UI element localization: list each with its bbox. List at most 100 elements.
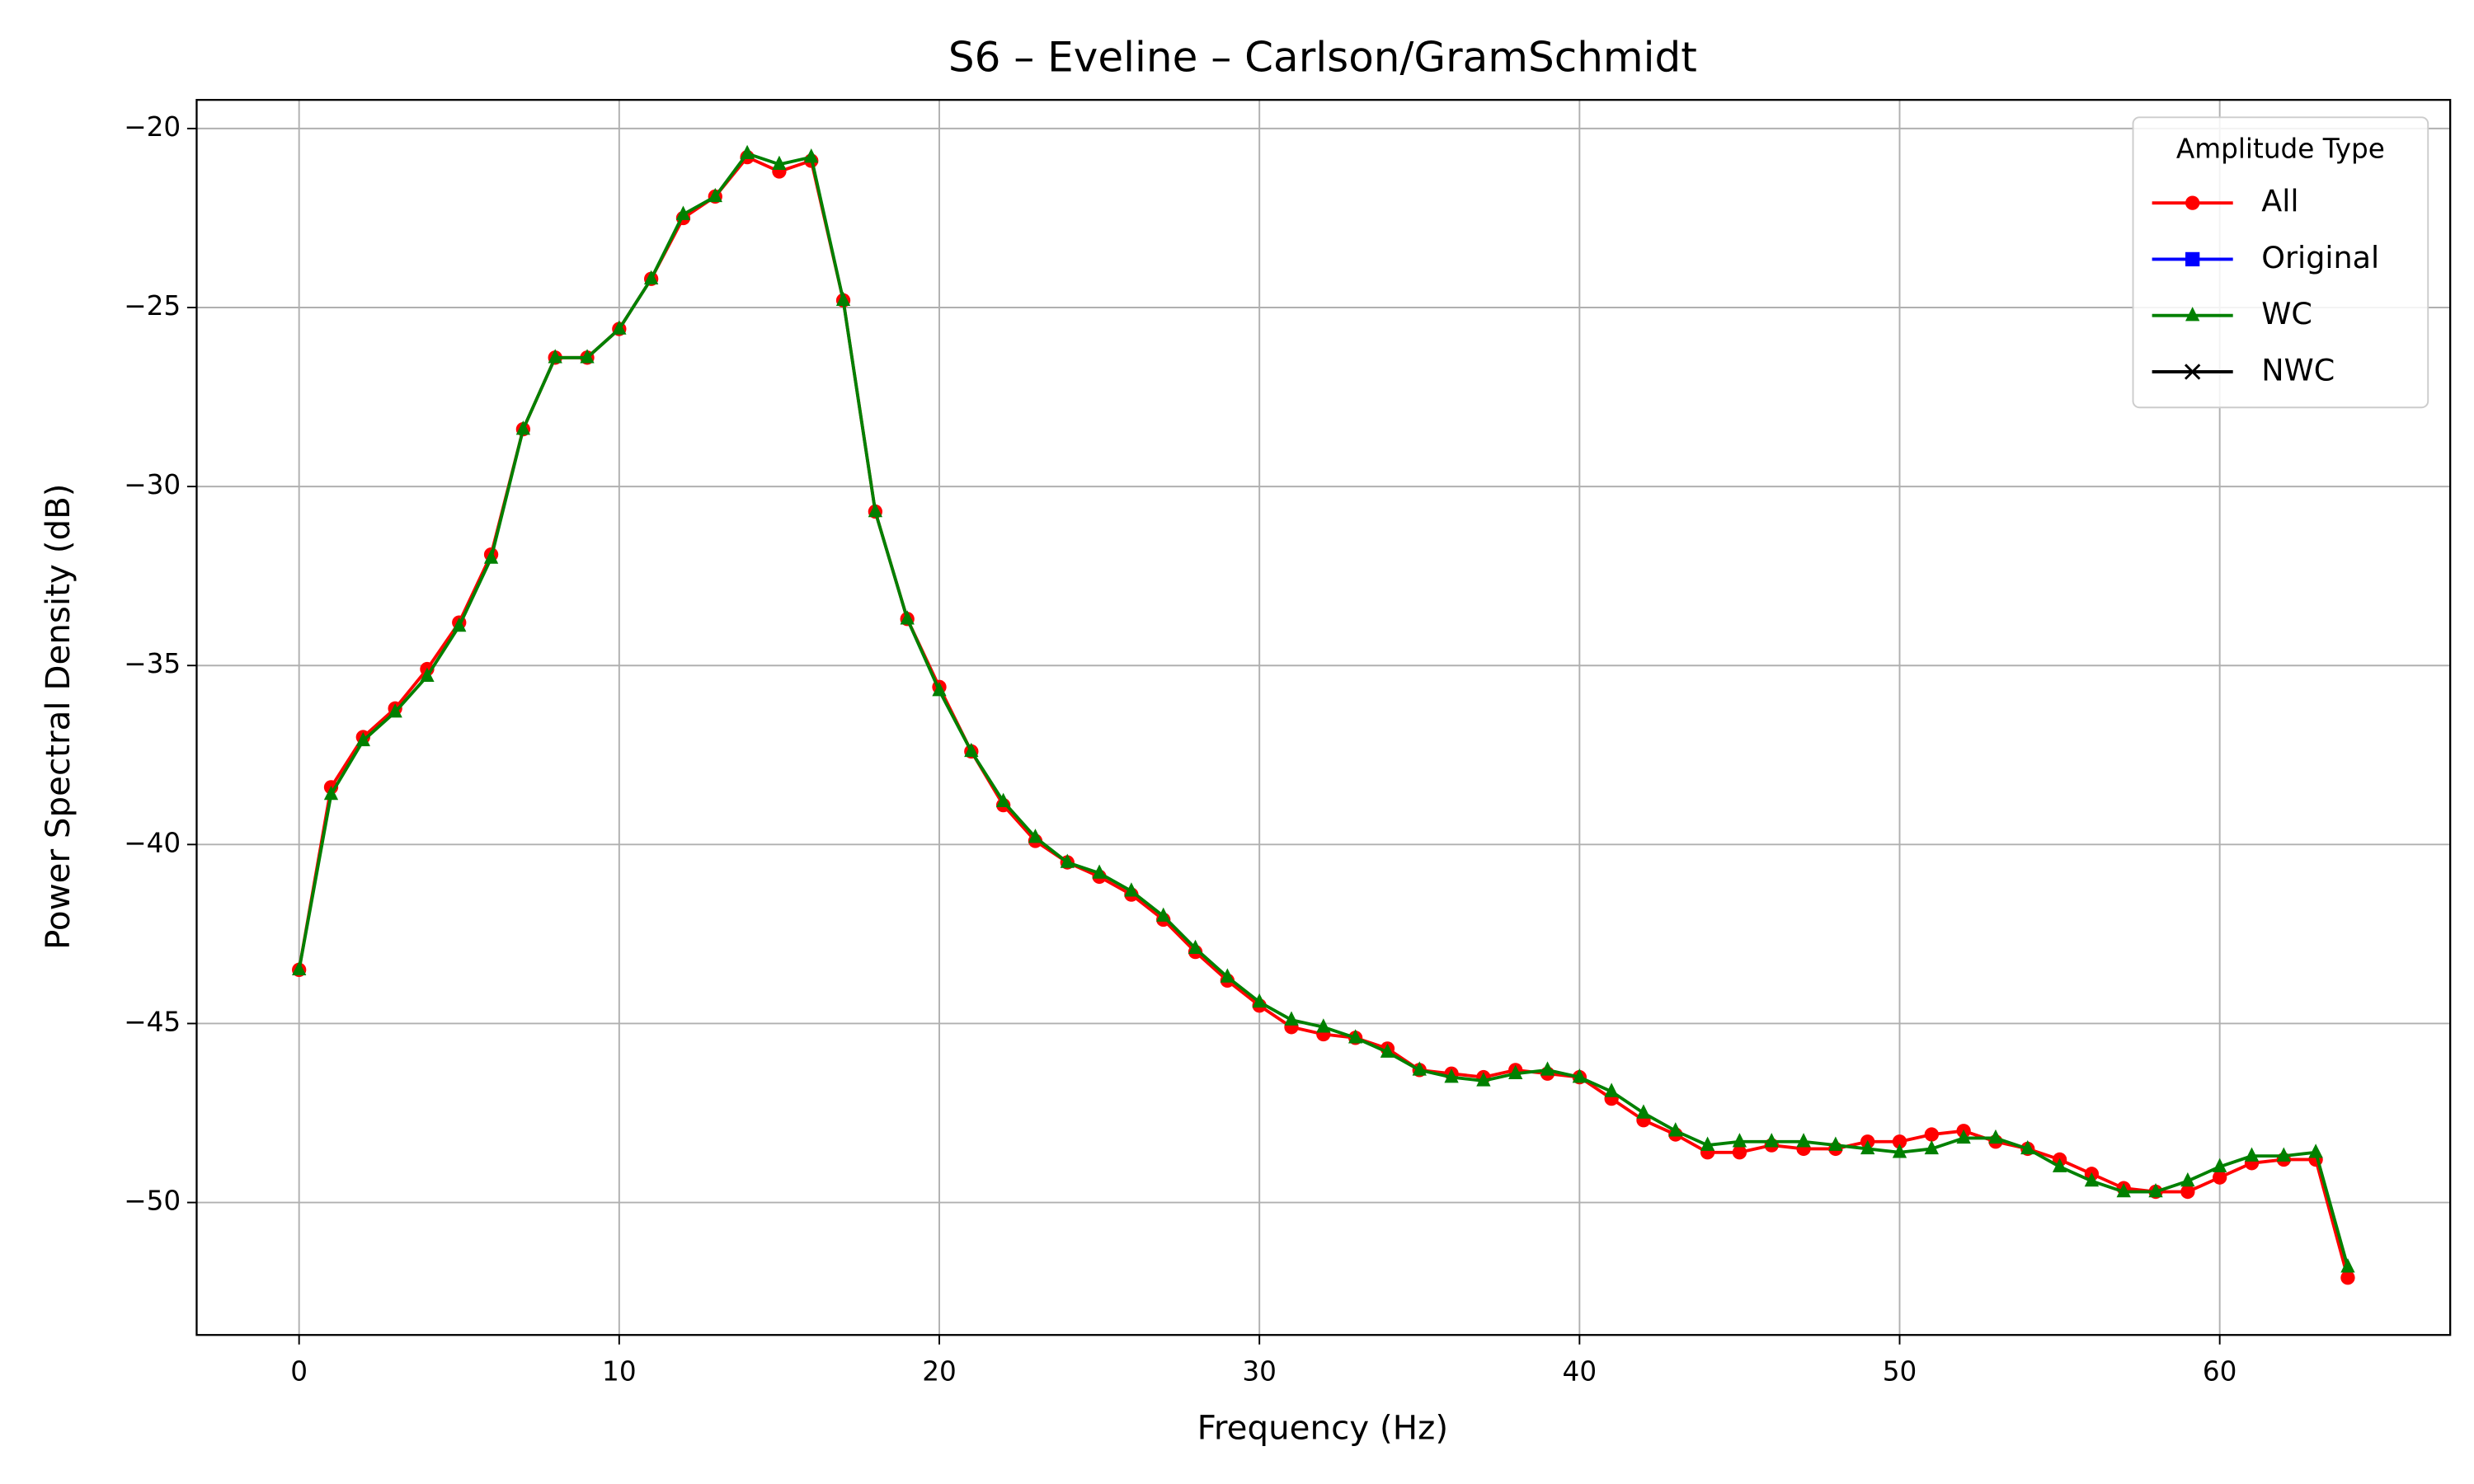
marker (1956, 1129, 1971, 1144)
legend-box (2132, 116, 2429, 409)
legend-label: Original (2261, 240, 2379, 275)
marker (2116, 1182, 2131, 1198)
legend-label: NWC (2261, 352, 2335, 387)
marker (835, 291, 851, 307)
chart-title: S6 – Eveline – Carlson/GramSchmidt (948, 34, 1697, 82)
marker (323, 785, 339, 801)
marker (483, 549, 499, 564)
marker (868, 502, 883, 518)
marker (1700, 1136, 1715, 1151)
marker (1476, 1072, 1491, 1087)
marker (2148, 1182, 2163, 1198)
marker (1636, 1104, 1651, 1119)
marker (1380, 1043, 1395, 1058)
marker (1988, 1129, 2003, 1144)
marker (1572, 1068, 1587, 1083)
marker (1668, 1122, 1683, 1137)
x-tick-label: 20 (922, 1355, 957, 1387)
marker (2213, 1158, 2227, 1172)
marker (2340, 1258, 2355, 1273)
marker (1892, 1134, 1907, 1149)
marker (515, 420, 531, 435)
marker (964, 742, 979, 758)
marker (2244, 1147, 2260, 1162)
y-tick-label: −45 (124, 1006, 181, 1037)
marker (708, 187, 722, 203)
legend: Amplitude Type All Original WC NWC (2132, 116, 2429, 409)
marker (1348, 1029, 1363, 1044)
x-tick-label: 0 (290, 1355, 308, 1387)
marker (2185, 307, 2200, 322)
marker (388, 703, 402, 718)
marker (675, 205, 691, 220)
marker (644, 270, 659, 284)
marker (740, 144, 755, 160)
marker (1444, 1068, 1459, 1083)
marker (548, 349, 562, 364)
marker (900, 610, 915, 625)
y-tick-label: −30 (124, 469, 181, 500)
marker (1540, 1061, 1555, 1076)
legend-label: WC (2261, 296, 2312, 331)
y-tick-label: −50 (124, 1186, 181, 1217)
marker (1284, 1011, 1299, 1026)
marker (2276, 1147, 2291, 1162)
y-axis-label: Power Spectral Density (dB) (39, 483, 78, 950)
marker (1828, 1136, 1843, 1151)
marker (2185, 195, 2200, 210)
y-tick-label: −40 (124, 827, 181, 858)
marker (1924, 1127, 1939, 1142)
marker (1220, 968, 1235, 983)
axes-frame (195, 99, 2452, 1336)
marker (1732, 1133, 1747, 1148)
marker (1412, 1061, 1427, 1076)
marker (2052, 1158, 2067, 1172)
marker (612, 320, 627, 335)
marker (2184, 364, 2201, 380)
marker (1924, 1139, 1939, 1155)
marker (1892, 1144, 1907, 1158)
marker (2180, 1172, 2195, 1187)
marker (1188, 939, 1203, 954)
y-tick-label: −20 (124, 111, 181, 143)
marker (2020, 1139, 2035, 1155)
x-tick-label: 50 (1883, 1355, 1917, 1387)
marker (1156, 907, 1171, 922)
marker (292, 960, 307, 976)
marker (2185, 251, 2200, 267)
marker (1092, 864, 1107, 879)
plot-area (292, 144, 2355, 1285)
marker (804, 148, 819, 163)
marker (2213, 1170, 2227, 1185)
marker (932, 682, 947, 697)
marker (1508, 1064, 1523, 1079)
y-tick-label: −35 (124, 648, 181, 679)
marker (1252, 993, 1267, 1008)
marker (2180, 1184, 2195, 1200)
legend-title: Amplitude Type (2176, 134, 2385, 165)
marker (772, 155, 787, 171)
marker (1028, 829, 1043, 843)
marker (1604, 1082, 1619, 1097)
marker (1732, 1145, 1747, 1160)
x-tick-label: 60 (2203, 1355, 2237, 1387)
marker (420, 667, 435, 682)
marker (2340, 1270, 2355, 1285)
marker (580, 349, 595, 364)
y-tick-label: −25 (124, 290, 181, 322)
marker (1764, 1133, 1779, 1148)
marker (1316, 1018, 1331, 1033)
legend-label: All (2261, 184, 2298, 219)
marker (452, 617, 467, 632)
x-tick-label: 30 (1242, 1355, 1277, 1387)
marker (1124, 882, 1139, 897)
marker (1060, 853, 1075, 868)
marker (1860, 1139, 1875, 1155)
marker (2084, 1172, 2100, 1187)
marker (995, 792, 1011, 807)
x-tick-label: 10 (602, 1355, 637, 1387)
marker (1796, 1133, 1811, 1148)
x-tick-label: 40 (1563, 1355, 1597, 1387)
